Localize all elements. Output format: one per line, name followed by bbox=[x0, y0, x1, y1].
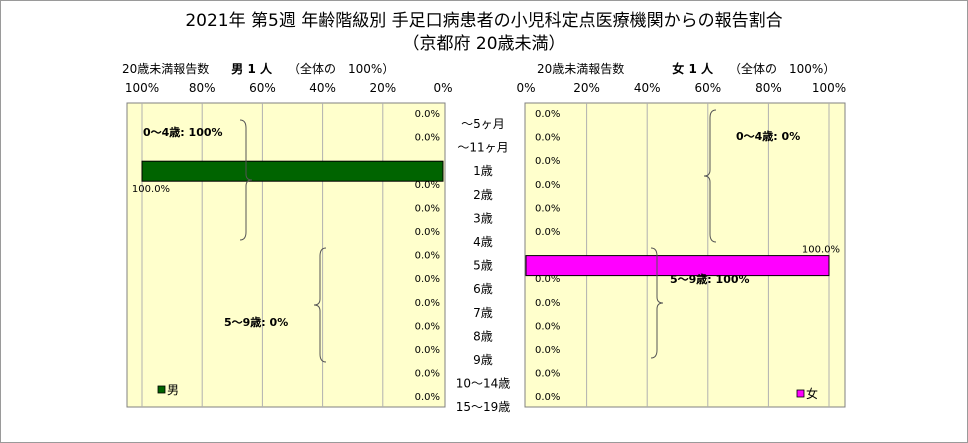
male-legend-label: 男 bbox=[167, 383, 179, 397]
category-label: 10～14歳 bbox=[456, 377, 511, 391]
female-group-label-0-4: 0～4歳: 0% bbox=[736, 129, 800, 143]
female-value-label: 0.0% bbox=[535, 133, 560, 144]
category-label: 5歳 bbox=[473, 259, 493, 273]
male-tick-label: 40% bbox=[309, 81, 336, 95]
female-value-label: 0.0% bbox=[535, 321, 560, 332]
category-label: 7歳 bbox=[473, 306, 493, 320]
male-tick-label: 0% bbox=[433, 81, 452, 95]
category-label: 3歳 bbox=[473, 211, 493, 225]
female-sex-label: 女 bbox=[672, 62, 685, 76]
female-total: （全体の 100%） bbox=[729, 62, 836, 76]
male-value-label: 0.0% bbox=[415, 109, 440, 120]
male-tick-label: 100% bbox=[125, 81, 159, 95]
female-tick-label: 40% bbox=[634, 81, 661, 95]
male-sex-label: 男 bbox=[231, 62, 244, 76]
male-value-label: 0.0% bbox=[415, 251, 440, 262]
category-label: 2歳 bbox=[473, 188, 493, 202]
male-value-label: 0.0% bbox=[415, 274, 440, 285]
female-header: 20歳未満報告数 女 1 人 （全体の 100%） bbox=[537, 60, 835, 77]
female-value-label: 0.0% bbox=[535, 369, 560, 380]
group-brace bbox=[313, 247, 327, 363]
male-group-label-5-9: 5～9歳: 0% bbox=[224, 315, 288, 329]
female-value-label: 100.0% bbox=[802, 245, 840, 256]
female-legend-swatch bbox=[796, 389, 805, 398]
male-count: 1 人 bbox=[247, 62, 273, 76]
male-value-label: 0.0% bbox=[415, 369, 440, 380]
category-label: 4歳 bbox=[473, 235, 493, 249]
female-tick-label: 20% bbox=[573, 81, 600, 95]
female-legend-label: 女 bbox=[806, 386, 818, 401]
category-label: 6歳 bbox=[473, 282, 493, 296]
category-label: 15～19歳 bbox=[456, 400, 511, 414]
category-label: 9歳 bbox=[473, 353, 493, 367]
chart-subtitle: （京都府 20歳未満） bbox=[402, 34, 566, 54]
male-tick-label: 80% bbox=[189, 81, 216, 95]
female-tick-label: 80% bbox=[755, 81, 782, 95]
male-value-label: 0.0% bbox=[415, 298, 440, 309]
female-count: 1 人 bbox=[688, 62, 714, 76]
female-axis-label: 20歳未満報告数 bbox=[537, 62, 625, 76]
female-value-label: 0.0% bbox=[535, 156, 560, 167]
female-tick-label: 0% bbox=[516, 81, 535, 95]
male-group-label-0-4: 0～4歳: 100% bbox=[143, 125, 223, 139]
female-plot-area bbox=[524, 102, 846, 408]
male-tick-label: 60% bbox=[249, 81, 276, 95]
female-group-label-5-9: 5～9歳: 100% bbox=[670, 272, 750, 286]
male-legend-swatch bbox=[157, 385, 166, 394]
male-bar bbox=[141, 160, 444, 182]
male-plot-area bbox=[126, 102, 446, 408]
female-value-label: 0.0% bbox=[535, 227, 560, 238]
male-axis-label: 20歳未満報告数 bbox=[122, 62, 210, 76]
category-label: 8歳 bbox=[473, 329, 493, 343]
category-label: ～11ヶ月 bbox=[457, 141, 508, 155]
female-bar bbox=[525, 255, 830, 277]
male-value-label: 0.0% bbox=[415, 133, 440, 144]
male-value-label: 0.0% bbox=[415, 392, 440, 403]
female-value-label: 0.0% bbox=[535, 180, 560, 191]
female-value-label: 0.0% bbox=[535, 345, 560, 356]
male-value-label: 0.0% bbox=[415, 345, 440, 356]
female-value-label: 0.0% bbox=[535, 109, 560, 120]
male-value-label: 0.0% bbox=[415, 180, 440, 191]
male-value-label: 0.0% bbox=[415, 203, 440, 214]
group-brace bbox=[239, 119, 253, 241]
male-tick-label: 20% bbox=[369, 81, 396, 95]
female-value-label: 0.0% bbox=[535, 203, 560, 214]
female-value-label: 0.0% bbox=[535, 392, 560, 403]
chart-title: 2021年 第5週 年齢階級別 手足口病患者の小児科定点医療機関からの報告割合 bbox=[185, 11, 783, 31]
female-value-label: 0.0% bbox=[535, 298, 560, 309]
category-label: 1歳 bbox=[473, 164, 493, 178]
group-brace bbox=[703, 109, 717, 243]
male-value-label: 100.0% bbox=[132, 184, 170, 195]
category-label: ～5ヶ月 bbox=[461, 117, 505, 131]
male-header: 20歳未満報告数 男 1 人 （全体の 100%） bbox=[122, 60, 394, 77]
male-total: （全体の 100%） bbox=[288, 62, 395, 76]
female-tick-label: 100% bbox=[812, 81, 846, 95]
female-value-label: 0.0% bbox=[535, 274, 560, 285]
male-value-label: 0.0% bbox=[415, 227, 440, 238]
male-value-label: 0.0% bbox=[415, 321, 440, 332]
female-tick-label: 60% bbox=[694, 81, 721, 95]
group-brace bbox=[650, 247, 664, 359]
